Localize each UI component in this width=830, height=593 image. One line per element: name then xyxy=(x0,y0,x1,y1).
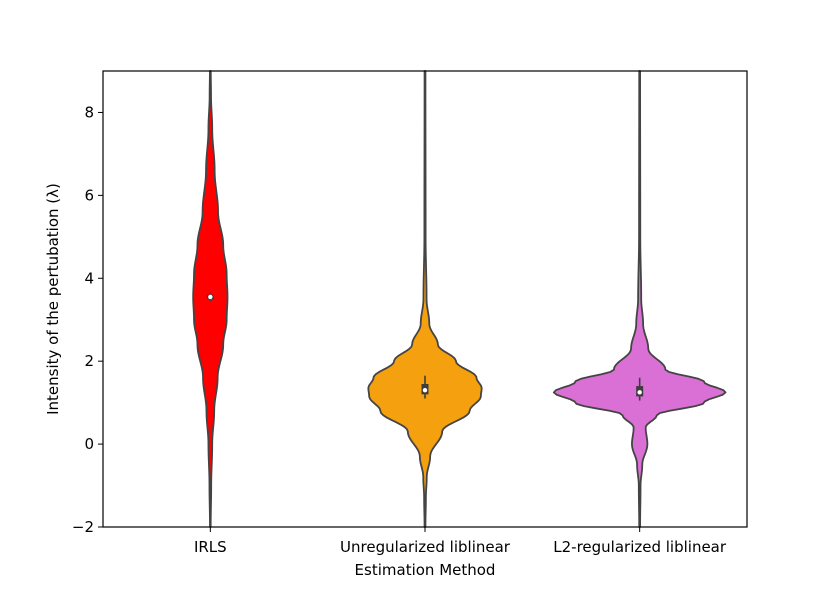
x-tick-label: Unregularized liblinear xyxy=(340,538,511,556)
y-tick-label: 8 xyxy=(84,103,94,121)
x-axis-ticks: IRLS Unregularized liblinear L2-regularize… xyxy=(194,527,727,556)
y-tick-label: −2 xyxy=(72,518,94,536)
y-tick-label: 6 xyxy=(84,186,94,204)
y-axis-ticks: −2 0 2 4 6 8 xyxy=(72,103,103,536)
x-axis-label: Estimation Method xyxy=(355,561,496,579)
violins-layer xyxy=(192,70,727,528)
median-point xyxy=(208,294,213,300)
x-tick-label: IRLS xyxy=(194,538,227,556)
y-tick-label: 2 xyxy=(84,352,94,370)
violin-l2-regularized-liblinear xyxy=(552,70,727,528)
y-tick-label: 4 xyxy=(84,269,94,287)
median-point xyxy=(637,390,642,395)
violin-unregularized-liblinear xyxy=(367,70,483,528)
median-point xyxy=(422,388,428,393)
y-axis-label: Intensity of the pertubation (λ) xyxy=(44,183,62,415)
y-tick-label: 0 xyxy=(84,435,94,453)
plot-frame xyxy=(102,70,748,528)
x-tick-label: L2-regularized liblinear xyxy=(553,538,727,556)
